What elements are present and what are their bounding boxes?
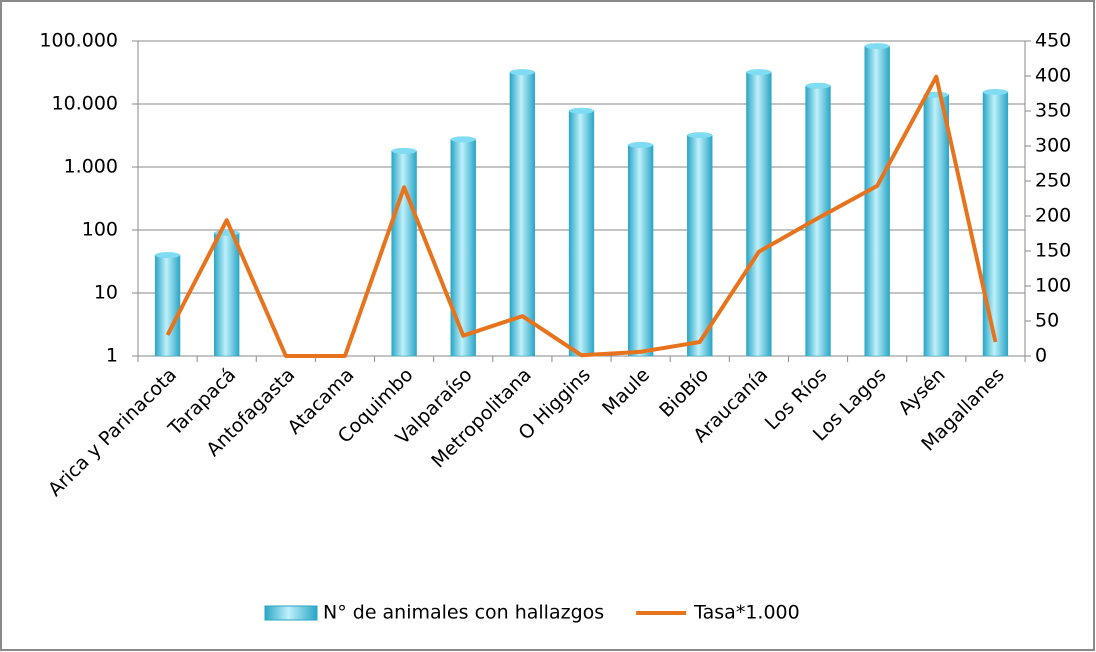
legend-swatch (264, 605, 318, 621)
bar (154, 254, 181, 357)
y2-tick-label: 350 (1035, 100, 1071, 122)
bar-cap (864, 43, 890, 50)
bar (982, 91, 1009, 357)
bar-cap (391, 147, 417, 154)
bar (746, 71, 772, 357)
bar (627, 144, 654, 357)
bar (391, 150, 417, 357)
bar-cap (746, 69, 772, 76)
y2-tick-label: 150 (1035, 240, 1071, 262)
bar-cap (983, 89, 1008, 96)
bar (450, 139, 476, 357)
line (165, 74, 998, 358)
y2-tick-label: 400 (1035, 65, 1071, 87)
y-tick-label: 100.000 (39, 30, 118, 52)
bar-cap (805, 82, 831, 89)
y2-tick-label: 50 (1035, 310, 1059, 332)
y-tick-label: 1 (106, 345, 118, 367)
y2-tick-label: 200 (1035, 205, 1071, 227)
y2-tick-label: 250 (1035, 170, 1071, 192)
bar (509, 71, 536, 357)
bar-cap (628, 141, 654, 148)
bar-cap (569, 107, 594, 114)
bar-cap (450, 136, 476, 143)
bar (687, 134, 713, 357)
bar-cap (509, 69, 535, 76)
y2-tick-label: 300 (1035, 135, 1071, 157)
bar (864, 45, 890, 357)
y-tick-label: 1.000 (64, 156, 118, 178)
bar (923, 94, 949, 357)
legend-label: N° de animales con hallazgos (323, 602, 604, 624)
bar (214, 232, 240, 357)
bar-cap (687, 132, 713, 139)
legend-label: Tasa*1.000 (693, 602, 800, 624)
y2-tick-label: 450 (1035, 30, 1071, 52)
y-tick-label: 10.000 (52, 93, 118, 115)
y-tick-label: 10 (94, 282, 118, 304)
y2-tick-label: 100 (1035, 275, 1071, 297)
y-tick-label: 100 (82, 219, 118, 241)
y2-tick-label: 0 (1035, 345, 1047, 367)
bar-cap (155, 252, 180, 259)
bar (568, 110, 595, 357)
